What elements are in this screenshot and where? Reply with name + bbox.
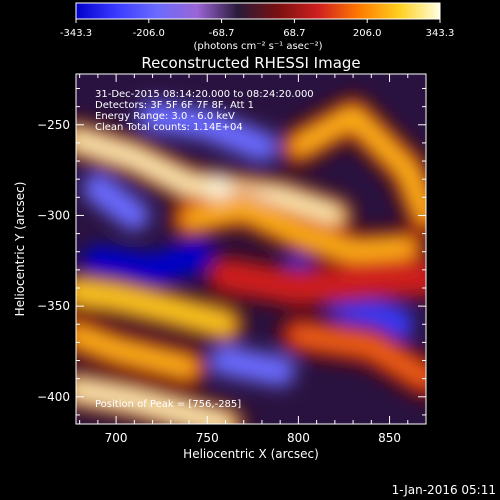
peak-glow [206,176,231,201]
y-tick-label: −250 [37,118,70,132]
x-axis: 700 750 800 850 [79,74,427,445]
colorbar-tick-label: -206.0 [133,28,165,39]
annotation-block: 31-Dec-2015 08:14:20.000 to 08:24:20.000… [95,89,314,410]
colorbar-tick-label: -343.3 [60,28,92,39]
negative-region [82,173,150,231]
colorbar-units: (photons cm⁻² s⁻¹ asec⁻²) [193,41,322,52]
ridge-core [76,286,231,330]
y-tick-label: −400 [37,390,70,404]
x-tick-label: 750 [196,431,219,445]
colorbar-tick-label: 343.3 [426,28,455,39]
chart-title: Reconstructed RHESSI Image [141,54,360,72]
y-tick-label: −350 [37,299,70,313]
colorbar: -343.3 -206.0 -68.7 68.7 206.0 343.3 (photons… [60,2,454,52]
annotation-detectors: Detectors: 3F 5F 6F 7F 8F, Att 1 [95,100,254,111]
colorbar-ticks: -343.3 -206.0 -68.7 68.7 206.0 343.3 [60,19,454,39]
x-tick-label: 700 [105,431,128,445]
negative-region [137,100,277,162]
y-tick-label: −300 [37,208,70,222]
colorbar-gradient [75,2,441,20]
annotation-clean: Clean Total counts: 1.14E+04 [95,122,243,133]
negative-region [210,345,296,387]
x-axis-label: Heliocentric X (arcsec) [183,447,319,461]
ridge-core [184,203,413,257]
colorbar-tick-label: 206.0 [353,28,382,39]
y-axis: −250 −300 −350 −400 [37,88,426,416]
annotation-energy: Energy Range: 3.0 - 6.0 keV [95,111,235,122]
plot-frame [75,73,427,425]
y-axis-label: Heliocentric Y (arcsec) [13,182,27,317]
ridge-core [76,330,195,373]
colorbar-tick-label: 68.7 [283,28,305,39]
ridge-core [220,270,426,293]
ridge-core [293,110,426,221]
x-tick-label: 850 [378,431,401,445]
colorbar-tick-label: -68.7 [209,28,235,39]
footer-date: 1-Jan-2016 05:11 [392,483,496,497]
negative-region [82,240,214,285]
annotation-time: 31-Dec-2015 08:14:20.000 to 08:24:20.000 [95,89,314,100]
ridge-core [293,330,426,384]
x-tick-label: 800 [287,431,310,445]
annotation-peak: Position of Peak = [756,-285] [95,399,241,410]
